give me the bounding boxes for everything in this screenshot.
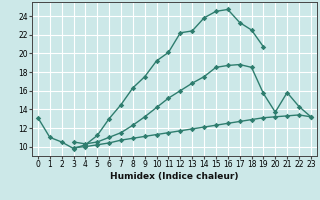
X-axis label: Humidex (Indice chaleur): Humidex (Indice chaleur) xyxy=(110,172,239,181)
